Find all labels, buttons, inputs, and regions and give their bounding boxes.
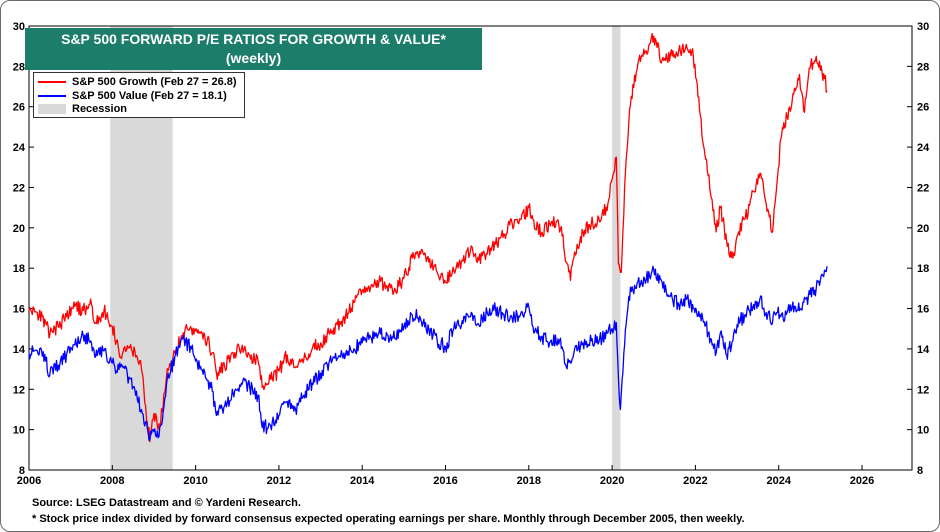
x-tick-label-2016: 2016 [433,475,457,487]
chart-title-line1: S&P 500 FORWARD P/E RATIOS FOR GROWTH & … [61,31,446,47]
y-tick-label-left-20: 20 [13,223,25,235]
legend-label-growth: S&P 500 Growth (Feb 27 = 26.8) [72,76,237,88]
y-tick-label-left-24: 24 [13,142,26,154]
plot-area-border [28,25,913,471]
x-tick-label-2006: 2006 [17,475,41,487]
y-tick-label-right-10: 10 [917,425,929,437]
x-tick-label-2022: 2022 [683,475,707,487]
legend-label-recession: Recession [72,103,128,115]
y-tick-label-left-8: 8 [19,465,25,477]
y-tick-label-right-8: 8 [917,465,923,477]
y-tick-label-right-30: 30 [917,21,929,33]
y-tick-label-left-28: 28 [13,61,25,73]
y-tick-label-right-18: 18 [917,263,929,275]
y-tick-label-right-26: 26 [917,102,929,114]
x-tick-label-2008: 2008 [100,475,124,487]
y-tick-label-left-18: 18 [13,263,25,275]
x-tick-label-2014: 2014 [350,475,375,487]
x-tick-label-2020: 2020 [600,475,624,487]
legend-swatch-value [38,95,66,97]
legend: S&P 500 Growth (Feb 27 = 26.8) S&P 500 V… [33,72,245,118]
chart-title-line2: (weekly) [225,50,282,66]
x-tick-label-2026: 2026 [850,475,874,487]
y-tick-label-left-14: 14 [13,344,26,356]
y-tick-label-right-14: 14 [917,344,930,356]
y-tick-label-left-30: 30 [13,21,25,33]
y-tick-label-right-16: 16 [917,304,929,316]
chart-title: S&P 500 FORWARD P/E RATIOS FOR GROWTH & … [25,28,482,70]
x-tick-label-2010: 2010 [183,475,207,487]
y-tick-label-left-12: 12 [13,384,25,396]
series-line-s-p-500-value [28,265,828,441]
y-tick-label-right-22: 22 [917,182,929,194]
x-tick-label-2024: 2024 [766,475,791,487]
y-tick-label-right-24: 24 [917,142,930,154]
legend-label-value: S&P 500 Value (Feb 27 = 18.1) [72,90,227,102]
recession-band-1 [612,26,621,470]
y-tick-label-left-16: 16 [13,304,25,316]
legend-swatch-growth [38,81,66,83]
y-tick-label-left-26: 26 [13,102,25,114]
x-tick-label-2012: 2012 [267,475,291,487]
x-tick-label-2018: 2018 [517,475,541,487]
y-tick-label-right-20: 20 [917,223,929,235]
y-tick-label-left-22: 22 [13,182,25,194]
footer-note: * Stock price index divided by forward c… [32,513,745,525]
y-tick-label-right-28: 28 [917,61,929,73]
y-tick-label-right-12: 12 [917,384,929,396]
footer-source: Source: LSEG Datastream and © Yardeni Re… [32,497,301,509]
legend-swatch-recession [38,104,66,114]
series-line-s-p-500-growth [28,32,828,443]
y-tick-label-left-10: 10 [13,425,25,437]
